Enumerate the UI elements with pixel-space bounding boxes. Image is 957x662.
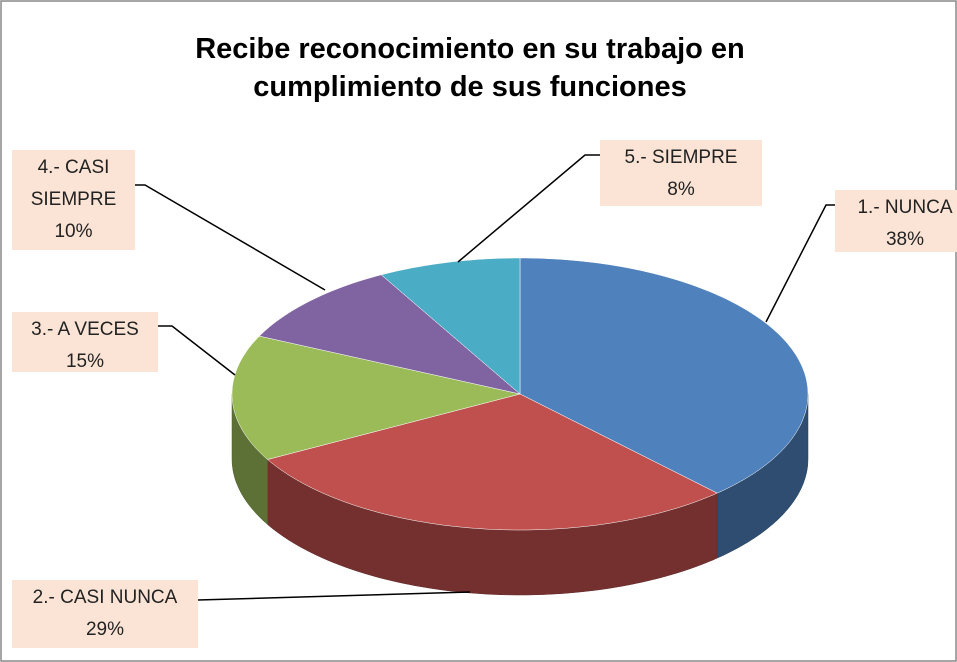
chart-title: Recibe reconocimiento en su trabajo en c…: [195, 33, 745, 103]
data-label: 5.- SIEMPRE 8%: [600, 140, 762, 206]
value-label: 15%: [65, 351, 105, 372]
leader-line: [158, 325, 236, 376]
data-label: 4.- CASI SIEMPRE 10%: [12, 150, 135, 250]
category-label: 4.- CASI SIEMPRE: [30, 157, 117, 210]
value-label: 8%: [667, 179, 695, 200]
slice: [267, 393, 718, 531]
category-label: 3.- A VECES: [31, 319, 139, 340]
value-label: 10%: [54, 221, 93, 242]
leader-line: [197, 591, 471, 601]
slice: [258, 274, 521, 395]
value-label: 29%: [85, 619, 125, 640]
leader-line: [457, 154, 600, 263]
data-label: 3.- A VECES 15%: [12, 312, 158, 372]
leader-line: [135, 184, 326, 291]
category-label: 2.- CASI NUNCA: [32, 587, 178, 608]
data-label: 2.- CASI NUNCA 29%: [12, 580, 198, 648]
category-label: 5.- SIEMPRE: [624, 147, 738, 168]
value-label: 38%: [885, 229, 925, 250]
slice: [519, 257, 809, 494]
leader-line: [765, 204, 835, 323]
slice: [231, 335, 521, 460]
slice: [380, 257, 521, 395]
data-label: 1.- NUNCA 38%: [835, 190, 957, 252]
category-label: 1.- NUNCA: [857, 197, 953, 218]
